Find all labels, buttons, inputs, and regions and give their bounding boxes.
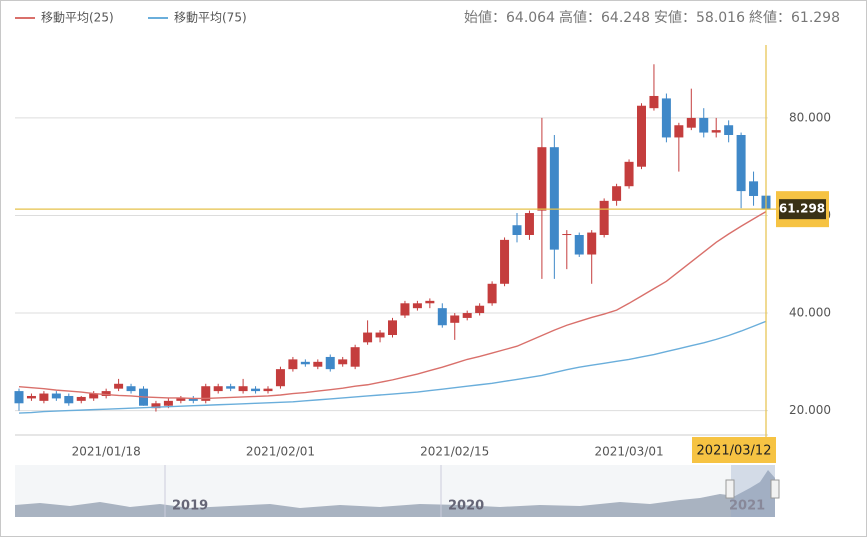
candle-body: [288, 359, 298, 370]
candle-body: [487, 283, 497, 304]
candle-body: [338, 359, 348, 365]
navigator-area: [15, 470, 775, 517]
candle-body: [300, 361, 310, 365]
ohlc-label: 高値：: [559, 9, 601, 26]
candle-body: [151, 403, 161, 409]
x-tick-label: 2021/02/01: [246, 445, 315, 459]
legend-label[interactable]: 移動平均(75): [174, 11, 247, 25]
candle-body: [325, 356, 335, 370]
ohlc-value: 64.248: [601, 10, 650, 26]
candle-body: [524, 213, 534, 235]
candle-body: [686, 117, 696, 128]
y-tick-label: 40.000: [789, 306, 831, 320]
candle-body: [661, 98, 671, 138]
candle-body: [114, 383, 124, 389]
candle-body: [76, 396, 86, 401]
y-tick-label: 80.000: [789, 110, 831, 124]
candle-body: [500, 239, 510, 284]
price-label: 61.298: [779, 202, 825, 216]
candle-body: [724, 125, 734, 135]
candle-body: [163, 400, 173, 406]
navigator: 2019 2020 2021: [15, 465, 780, 517]
candle-body: [475, 305, 485, 314]
navigator-handle[interactable]: [770, 479, 780, 499]
price-label-inner: [779, 199, 826, 220]
candle-body: [64, 395, 74, 404]
candle-body: [400, 303, 410, 316]
candle-body: [14, 391, 24, 404]
candle-body: [201, 386, 211, 401]
x-tick-label: 2021/03/01: [594, 445, 663, 459]
candle-body: [176, 398, 186, 401]
ohlc-value: 58.016: [696, 10, 745, 26]
navigator-label: 2019: [172, 499, 208, 514]
y-tick-label: 20.000: [789, 403, 831, 417]
candle-body: [126, 386, 136, 392]
legend-label[interactable]: 移動平均(25): [41, 11, 114, 25]
moving-average-line: [18, 210, 767, 400]
candle-body: [649, 95, 659, 109]
candle-body: [350, 347, 360, 367]
navigator-label: 2020: [448, 499, 484, 514]
candle-body: [537, 147, 547, 211]
candle-body: [89, 393, 99, 399]
candle-body: [711, 130, 721, 133]
candle-body: [213, 386, 223, 392]
candle-body: [39, 393, 49, 401]
candle-body: [238, 386, 248, 392]
candle-body: [263, 388, 273, 392]
candle-body: [412, 303, 422, 309]
candle-body: [587, 232, 597, 255]
candle-body: [26, 395, 36, 399]
candle-body: [736, 135, 746, 192]
crosshair-x-label-bg: [692, 437, 776, 463]
candle-body: [699, 117, 709, 133]
candle-body: [226, 386, 236, 389]
candle-body: [450, 315, 460, 323]
ohlc-value: 64.064: [506, 10, 555, 26]
ohlc-value: 61.298: [791, 10, 840, 26]
ohlc-label: 安値：: [654, 10, 696, 26]
candle-body: [251, 388, 261, 392]
x-tick-label: 2021/01/18: [72, 445, 141, 459]
navigator-label: 2021: [729, 499, 765, 514]
candle-body: [313, 361, 323, 367]
moving-average-line: [18, 320, 767, 414]
navigator-selection[interactable]: [731, 465, 775, 517]
candle-body: [674, 125, 684, 138]
crosshair-x-label: 2021/03/12: [697, 444, 772, 459]
candle-body: [562, 234, 572, 236]
candle-body: [512, 225, 522, 235]
candle-body: [437, 308, 447, 326]
candle-body: [624, 161, 634, 187]
ohlc-label: 始値：: [464, 10, 506, 26]
candle-body: [188, 398, 198, 401]
candle-body: [637, 105, 646, 167]
candle-body: [599, 200, 609, 235]
candle-body: [549, 147, 559, 250]
candle-body: [363, 332, 373, 343]
candle-body: [388, 320, 397, 335]
candle-body: [101, 391, 111, 396]
candle-body: [425, 300, 435, 304]
candle-body: [749, 181, 759, 196]
ohlc-label: 終値：: [749, 10, 791, 26]
ohlc-readout: 始値：64.064 高値：64.248 安値：58.016 終値：61.298: [464, 9, 840, 26]
navigator-handle[interactable]: [725, 479, 735, 499]
candle-body: [574, 235, 584, 255]
candle-body: [51, 393, 61, 399]
candle-body: [275, 369, 285, 387]
candle-body: [612, 186, 622, 201]
candle-body: [375, 332, 385, 338]
x-tick-label: 2021/02/15: [420, 445, 489, 459]
candle-body: [462, 313, 472, 318]
